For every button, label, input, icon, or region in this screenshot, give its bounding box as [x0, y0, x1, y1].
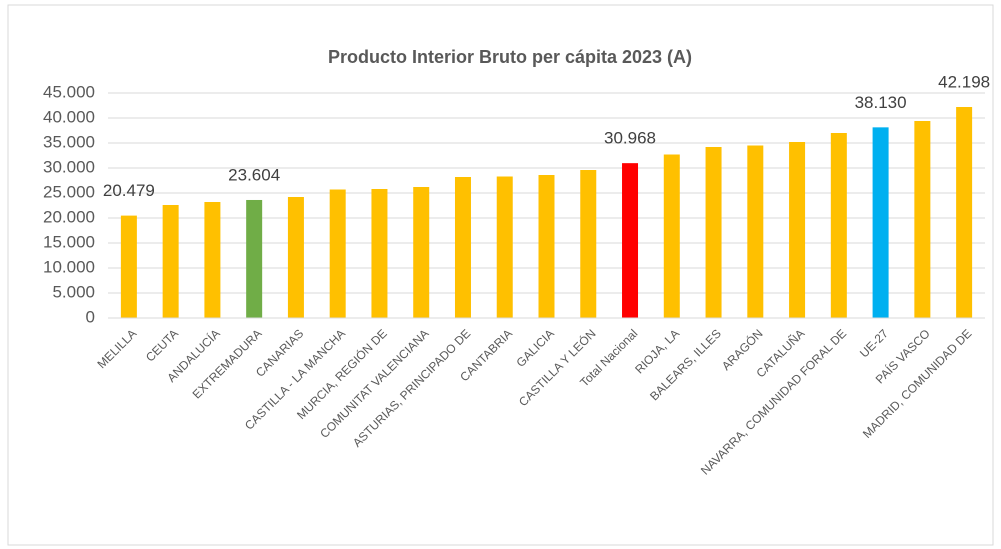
value-label: 38.130	[855, 93, 907, 112]
value-label: 42.198	[938, 72, 990, 91]
bar	[246, 199, 263, 318]
bar	[454, 177, 471, 318]
y-tick-label: 30.000	[43, 157, 95, 176]
y-tick-label: 0	[86, 307, 95, 326]
y-tick-label: 5.000	[52, 282, 95, 301]
bar	[162, 205, 179, 318]
chart-title: Producto Interior Bruto per cápita 2023 …	[328, 47, 692, 67]
bar	[622, 163, 639, 318]
bar	[830, 133, 847, 318]
bar	[705, 147, 722, 318]
y-tick-label: 35.000	[43, 132, 95, 151]
bar	[496, 176, 513, 318]
bar	[872, 127, 889, 318]
bar	[371, 189, 388, 318]
bar	[747, 145, 764, 318]
bar	[287, 197, 304, 318]
bar	[120, 215, 137, 318]
y-tick-label: 25.000	[43, 182, 95, 201]
bar	[204, 202, 221, 318]
bar	[580, 170, 597, 318]
y-tick-label: 20.000	[43, 207, 95, 226]
bar	[914, 121, 931, 318]
bar	[538, 175, 555, 318]
value-label: 23.604	[228, 165, 280, 184]
y-tick-label: 15.000	[43, 232, 95, 251]
y-tick-label: 10.000	[43, 257, 95, 276]
y-tick-label: 45.000	[43, 82, 95, 101]
bar	[789, 142, 806, 318]
bar	[413, 187, 430, 318]
y-tick-label: 40.000	[43, 107, 95, 126]
bar	[329, 189, 346, 318]
bar	[956, 107, 973, 318]
value-label: 20.479	[103, 181, 155, 200]
value-label: 30.968	[604, 129, 656, 148]
bar	[663, 154, 680, 318]
